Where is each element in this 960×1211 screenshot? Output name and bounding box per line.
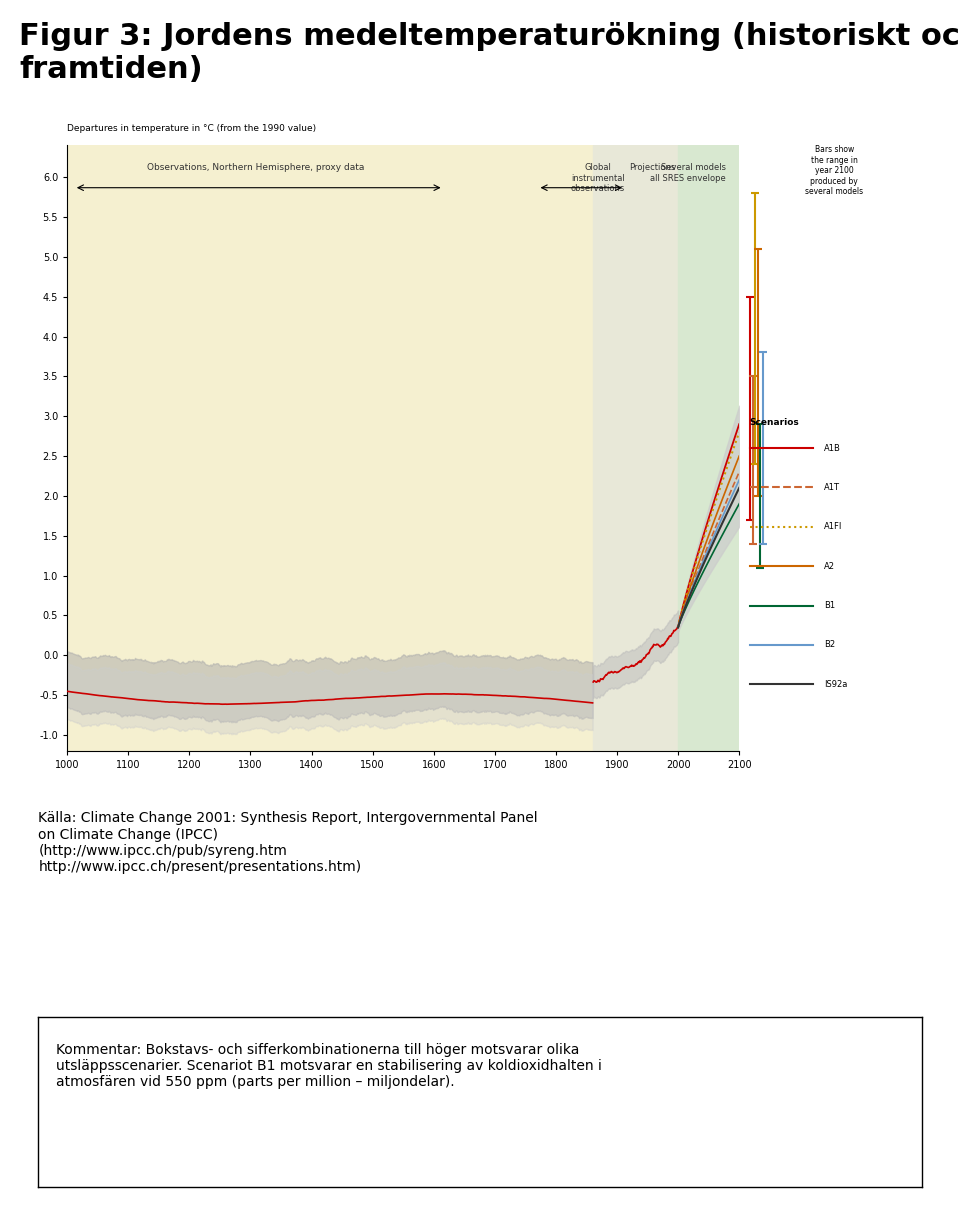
Text: Several models
all SRES envelope: Several models all SRES envelope xyxy=(650,163,726,183)
Bar xyxy=(67,145,593,751)
Text: Scenarios: Scenarios xyxy=(750,418,800,426)
Text: A1T: A1T xyxy=(824,483,840,492)
Text: A2: A2 xyxy=(824,562,834,570)
Text: A1B: A1B xyxy=(824,443,841,453)
Text: B2: B2 xyxy=(824,641,835,649)
Bar xyxy=(678,145,739,751)
Text: Bars show
the range in
year 2100
produced by
several models: Bars show the range in year 2100 produce… xyxy=(805,145,863,196)
Text: Observations, Northern Hemisphere, proxy data: Observations, Northern Hemisphere, proxy… xyxy=(147,163,364,172)
Text: Departures in temperature in °C (from the 1990 value): Departures in temperature in °C (from th… xyxy=(67,125,317,133)
Text: A1FI: A1FI xyxy=(824,522,842,532)
Bar xyxy=(593,145,678,751)
Text: Figur 3: Jordens medeltemperaturökning (historiskt och i
framtiden): Figur 3: Jordens medeltemperaturökning (… xyxy=(19,22,960,85)
Text: Global
instrumental
observations: Global instrumental observations xyxy=(571,163,625,194)
Text: Källa: Climate Change 2001: Synthesis Report, Intergovernmental Panel
on Climate: Källa: Climate Change 2001: Synthesis Re… xyxy=(38,811,538,874)
Text: IS92a: IS92a xyxy=(824,679,847,689)
Text: Projections: Projections xyxy=(629,163,675,172)
Text: B1: B1 xyxy=(824,601,835,610)
Text: Kommentar: Bokstavs- och sifferkombinationerna till höger motsvarar olika
utsläp: Kommentar: Bokstavs- och sifferkombinati… xyxy=(56,1043,602,1089)
